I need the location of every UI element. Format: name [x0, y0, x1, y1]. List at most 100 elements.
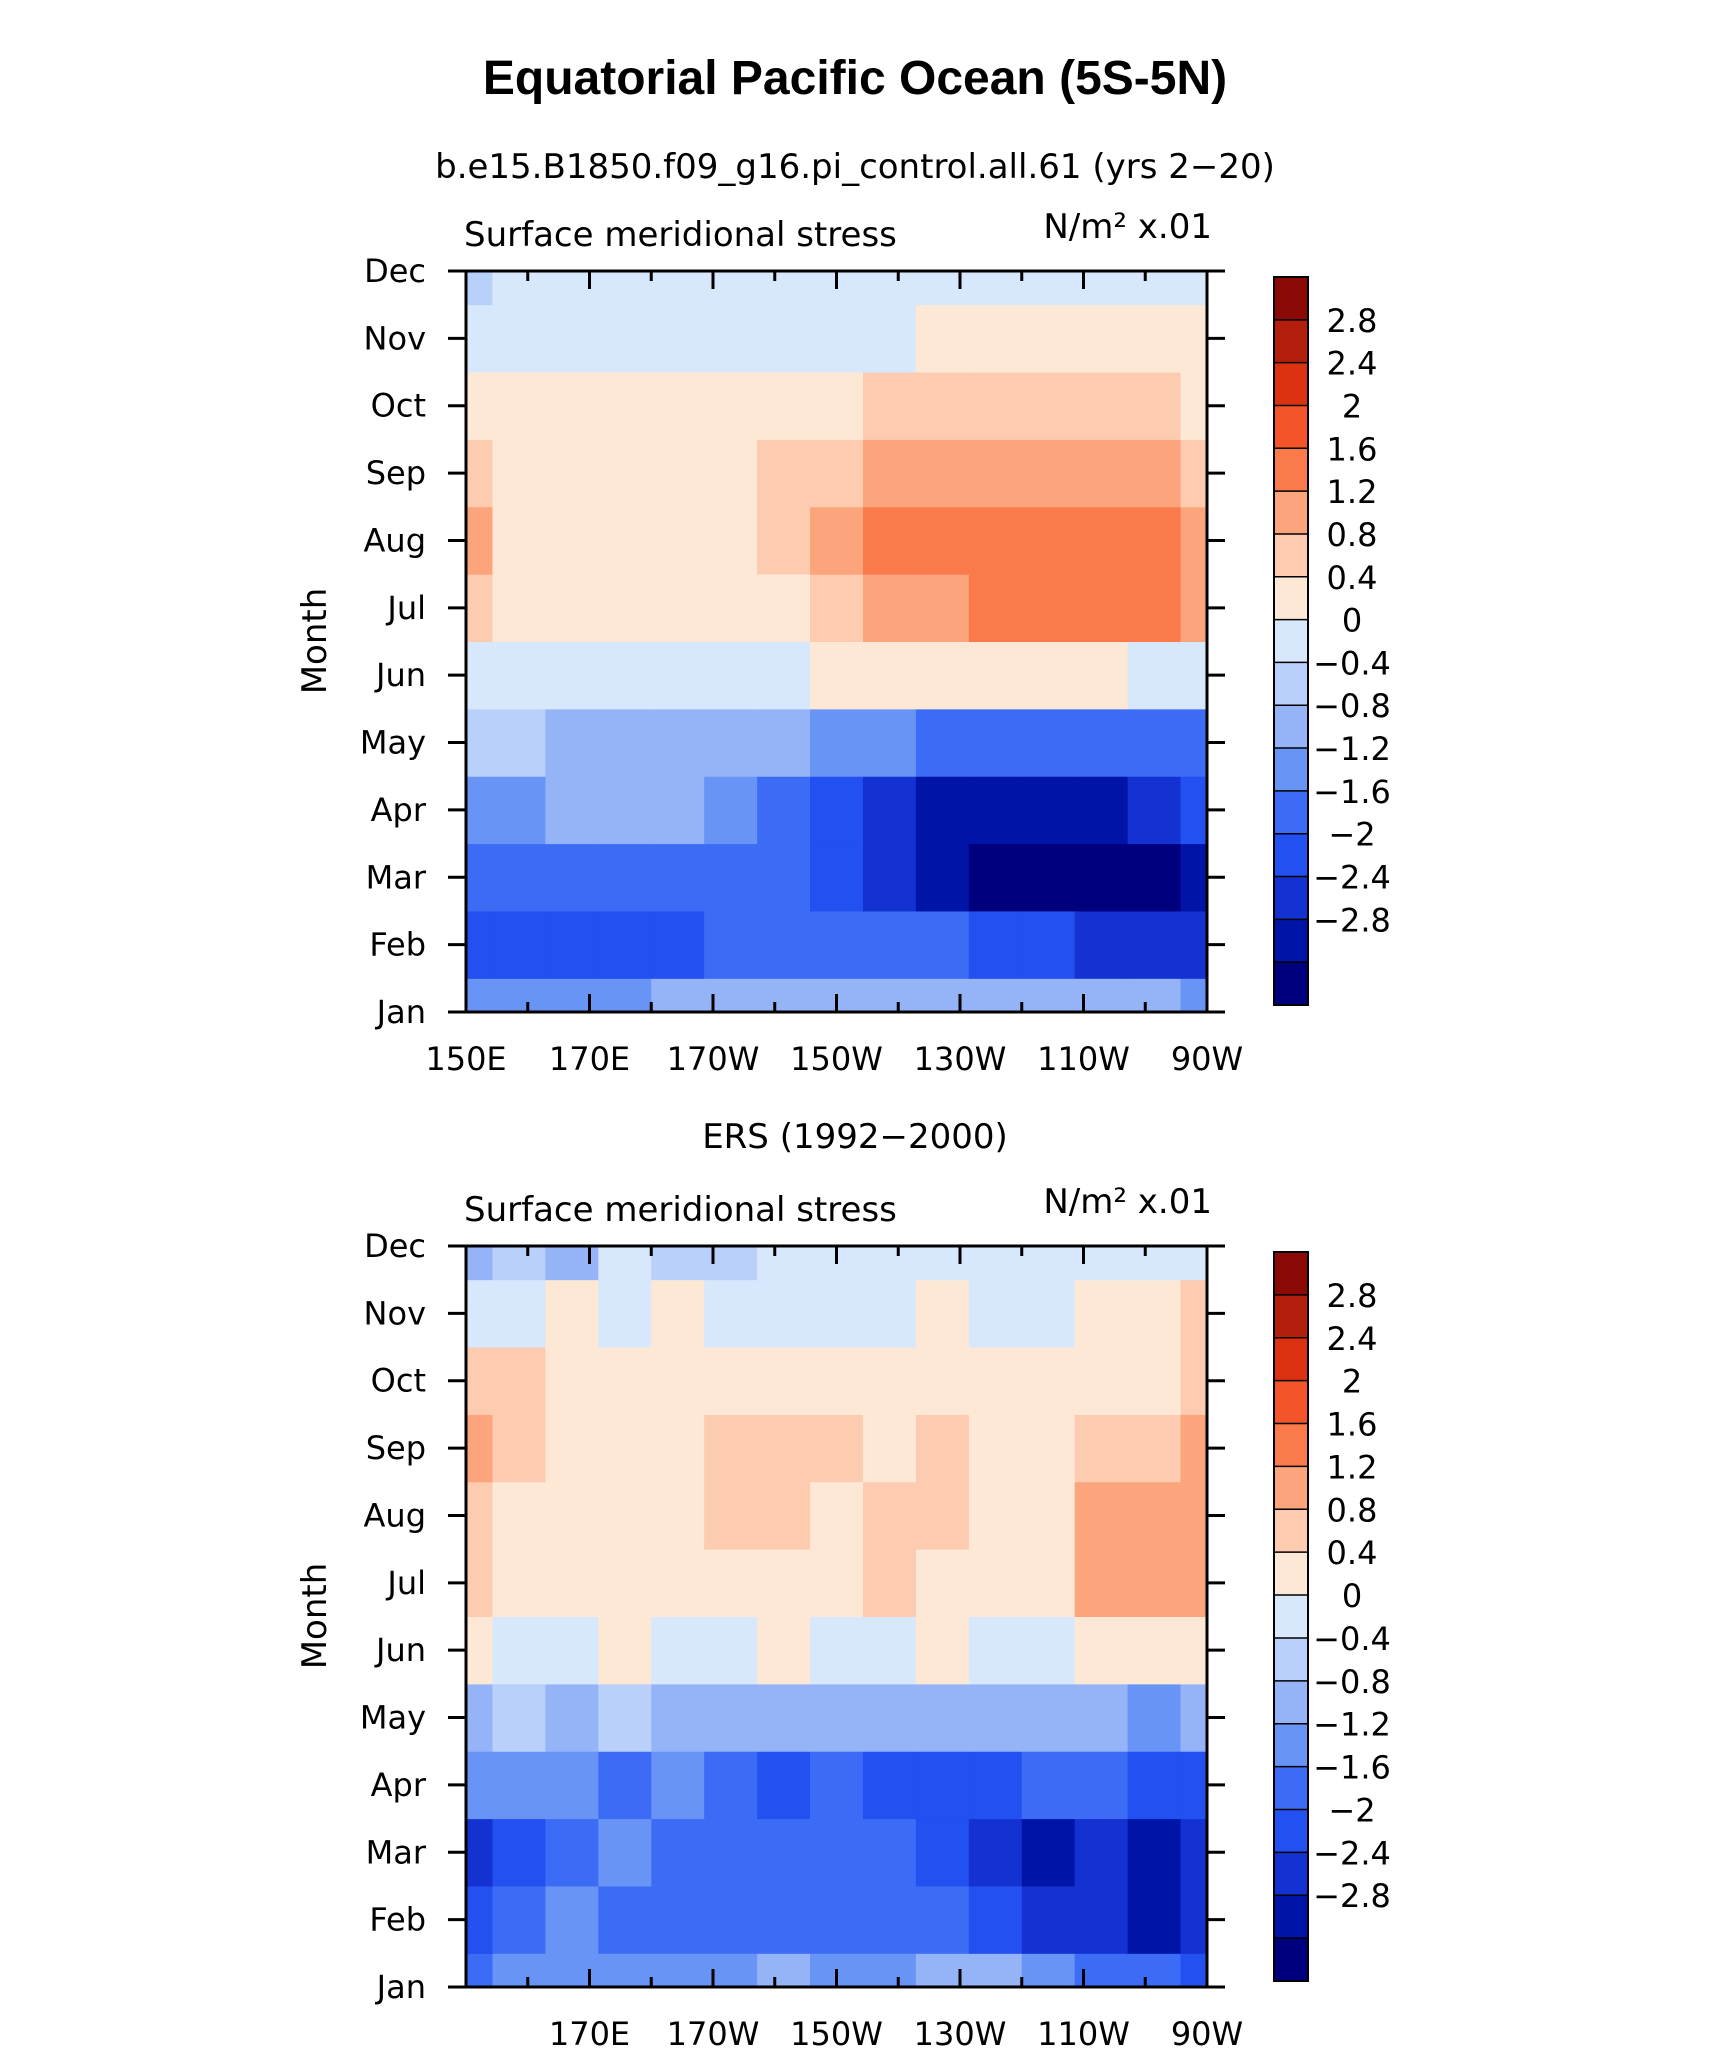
field-cell [492, 1683, 546, 1752]
field-cell [1180, 1683, 1208, 1752]
field-cell [757, 1953, 811, 1988]
field-cell [492, 843, 546, 912]
field-cell [862, 1683, 917, 1752]
month-label: Jun [374, 656, 426, 694]
lon-label: 110W [1037, 2015, 1130, 2053]
colorbar-swatch [1274, 491, 1308, 535]
panel1-variable-label: Surface meridional stress [464, 215, 897, 255]
field-cell [492, 271, 546, 306]
field-cell [492, 1414, 546, 1483]
field-cell [1021, 439, 1076, 508]
field-cell [915, 1347, 970, 1415]
field-cell [810, 1414, 864, 1483]
field-cell [492, 978, 546, 1013]
field-cell [968, 574, 1023, 642]
field-cell [810, 506, 864, 575]
field-cell [466, 1549, 493, 1617]
field-cell [1127, 978, 1182, 1013]
colorbar-label: −2.4 [1313, 1834, 1391, 1872]
colorbar-label: −0.4 [1313, 644, 1391, 682]
field-cell [545, 1616, 599, 1685]
field-cell [862, 1885, 917, 1954]
field-cell [598, 372, 652, 440]
field-cell [757, 439, 811, 508]
lon-label: 150W [790, 1040, 883, 1078]
field-cell [545, 1347, 599, 1415]
colorbar-label: −2.8 [1313, 1877, 1391, 1915]
field-cell [1021, 1683, 1076, 1752]
month-label: Jul [385, 1564, 426, 1602]
colorbar-label: −2.8 [1313, 901, 1391, 939]
colorbar-swatch [1274, 1723, 1308, 1767]
field-cell [1074, 776, 1129, 845]
panel2-units: N/m² x.01 [1043, 1182, 1212, 1222]
field-cell [1180, 1279, 1208, 1348]
field-cell [1180, 439, 1208, 508]
field-cell [1127, 708, 1182, 777]
field-cell [968, 910, 1023, 979]
field-cell [915, 1414, 970, 1483]
field-cell [1074, 1481, 1129, 1550]
field-cell [651, 1347, 705, 1415]
lon-label: 90W [1171, 2015, 1243, 2053]
field-cell [651, 978, 705, 1013]
field-cell [545, 1818, 599, 1887]
month-label: Apr [371, 1766, 427, 1804]
colorbar-frame [1273, 1251, 1309, 1982]
field-cell [810, 708, 864, 777]
field-cell [651, 910, 705, 979]
field-cell [1074, 1885, 1129, 1954]
field-cell [1074, 506, 1129, 575]
field-cell [1180, 843, 1208, 912]
field-cell [492, 1481, 546, 1550]
field-cell [1021, 1751, 1076, 1820]
colorbar-swatch [1274, 619, 1308, 663]
field-cell [757, 708, 811, 777]
field-cell [810, 1549, 864, 1617]
field-cell [757, 304, 811, 373]
field-cell [545, 1481, 599, 1550]
field-cell [492, 439, 546, 508]
field-cell [492, 910, 546, 979]
field-cell [466, 1751, 493, 1820]
field-cell [757, 776, 811, 845]
field-cell [1127, 1751, 1182, 1820]
field-cell [466, 1246, 493, 1281]
field-cell [598, 843, 652, 912]
field-cell [545, 1885, 599, 1954]
field-cell [1180, 1549, 1208, 1617]
field-cell [704, 1751, 758, 1820]
field-cell [545, 843, 599, 912]
colorbar-label: 2.8 [1327, 1277, 1378, 1315]
field-cell [915, 910, 970, 979]
field-cell [1127, 439, 1182, 508]
colorbar-label: 0.4 [1327, 1534, 1378, 1572]
lon-label: 170E [549, 1040, 630, 1078]
field-cell [915, 304, 970, 373]
field-cell [968, 1818, 1023, 1887]
colorbar-label: −2 [1328, 816, 1375, 854]
field-cell [915, 843, 970, 912]
colorbar-swatch [1274, 705, 1308, 749]
field-cell [466, 776, 493, 845]
field-cell [810, 372, 864, 440]
field-cell [598, 1279, 652, 1348]
field-cell [915, 1481, 970, 1550]
field-cell [492, 1751, 546, 1820]
field-cell [545, 1751, 599, 1820]
field-cell [651, 1953, 705, 1988]
field-cell [862, 1549, 917, 1617]
panel2-ylabel: Month [295, 1563, 335, 1670]
field-cell [968, 1347, 1023, 1415]
field-cell [1127, 1414, 1182, 1483]
field-cell [466, 1279, 493, 1348]
field-cell [545, 372, 599, 440]
field-cell [704, 641, 758, 710]
field-cell [492, 1279, 546, 1348]
field-cell [545, 641, 599, 710]
field-cell [545, 1683, 599, 1752]
field-cell [704, 1818, 758, 1887]
field-cell [1021, 978, 1076, 1013]
field-cell [968, 1246, 1023, 1281]
field-cell [757, 1549, 811, 1617]
